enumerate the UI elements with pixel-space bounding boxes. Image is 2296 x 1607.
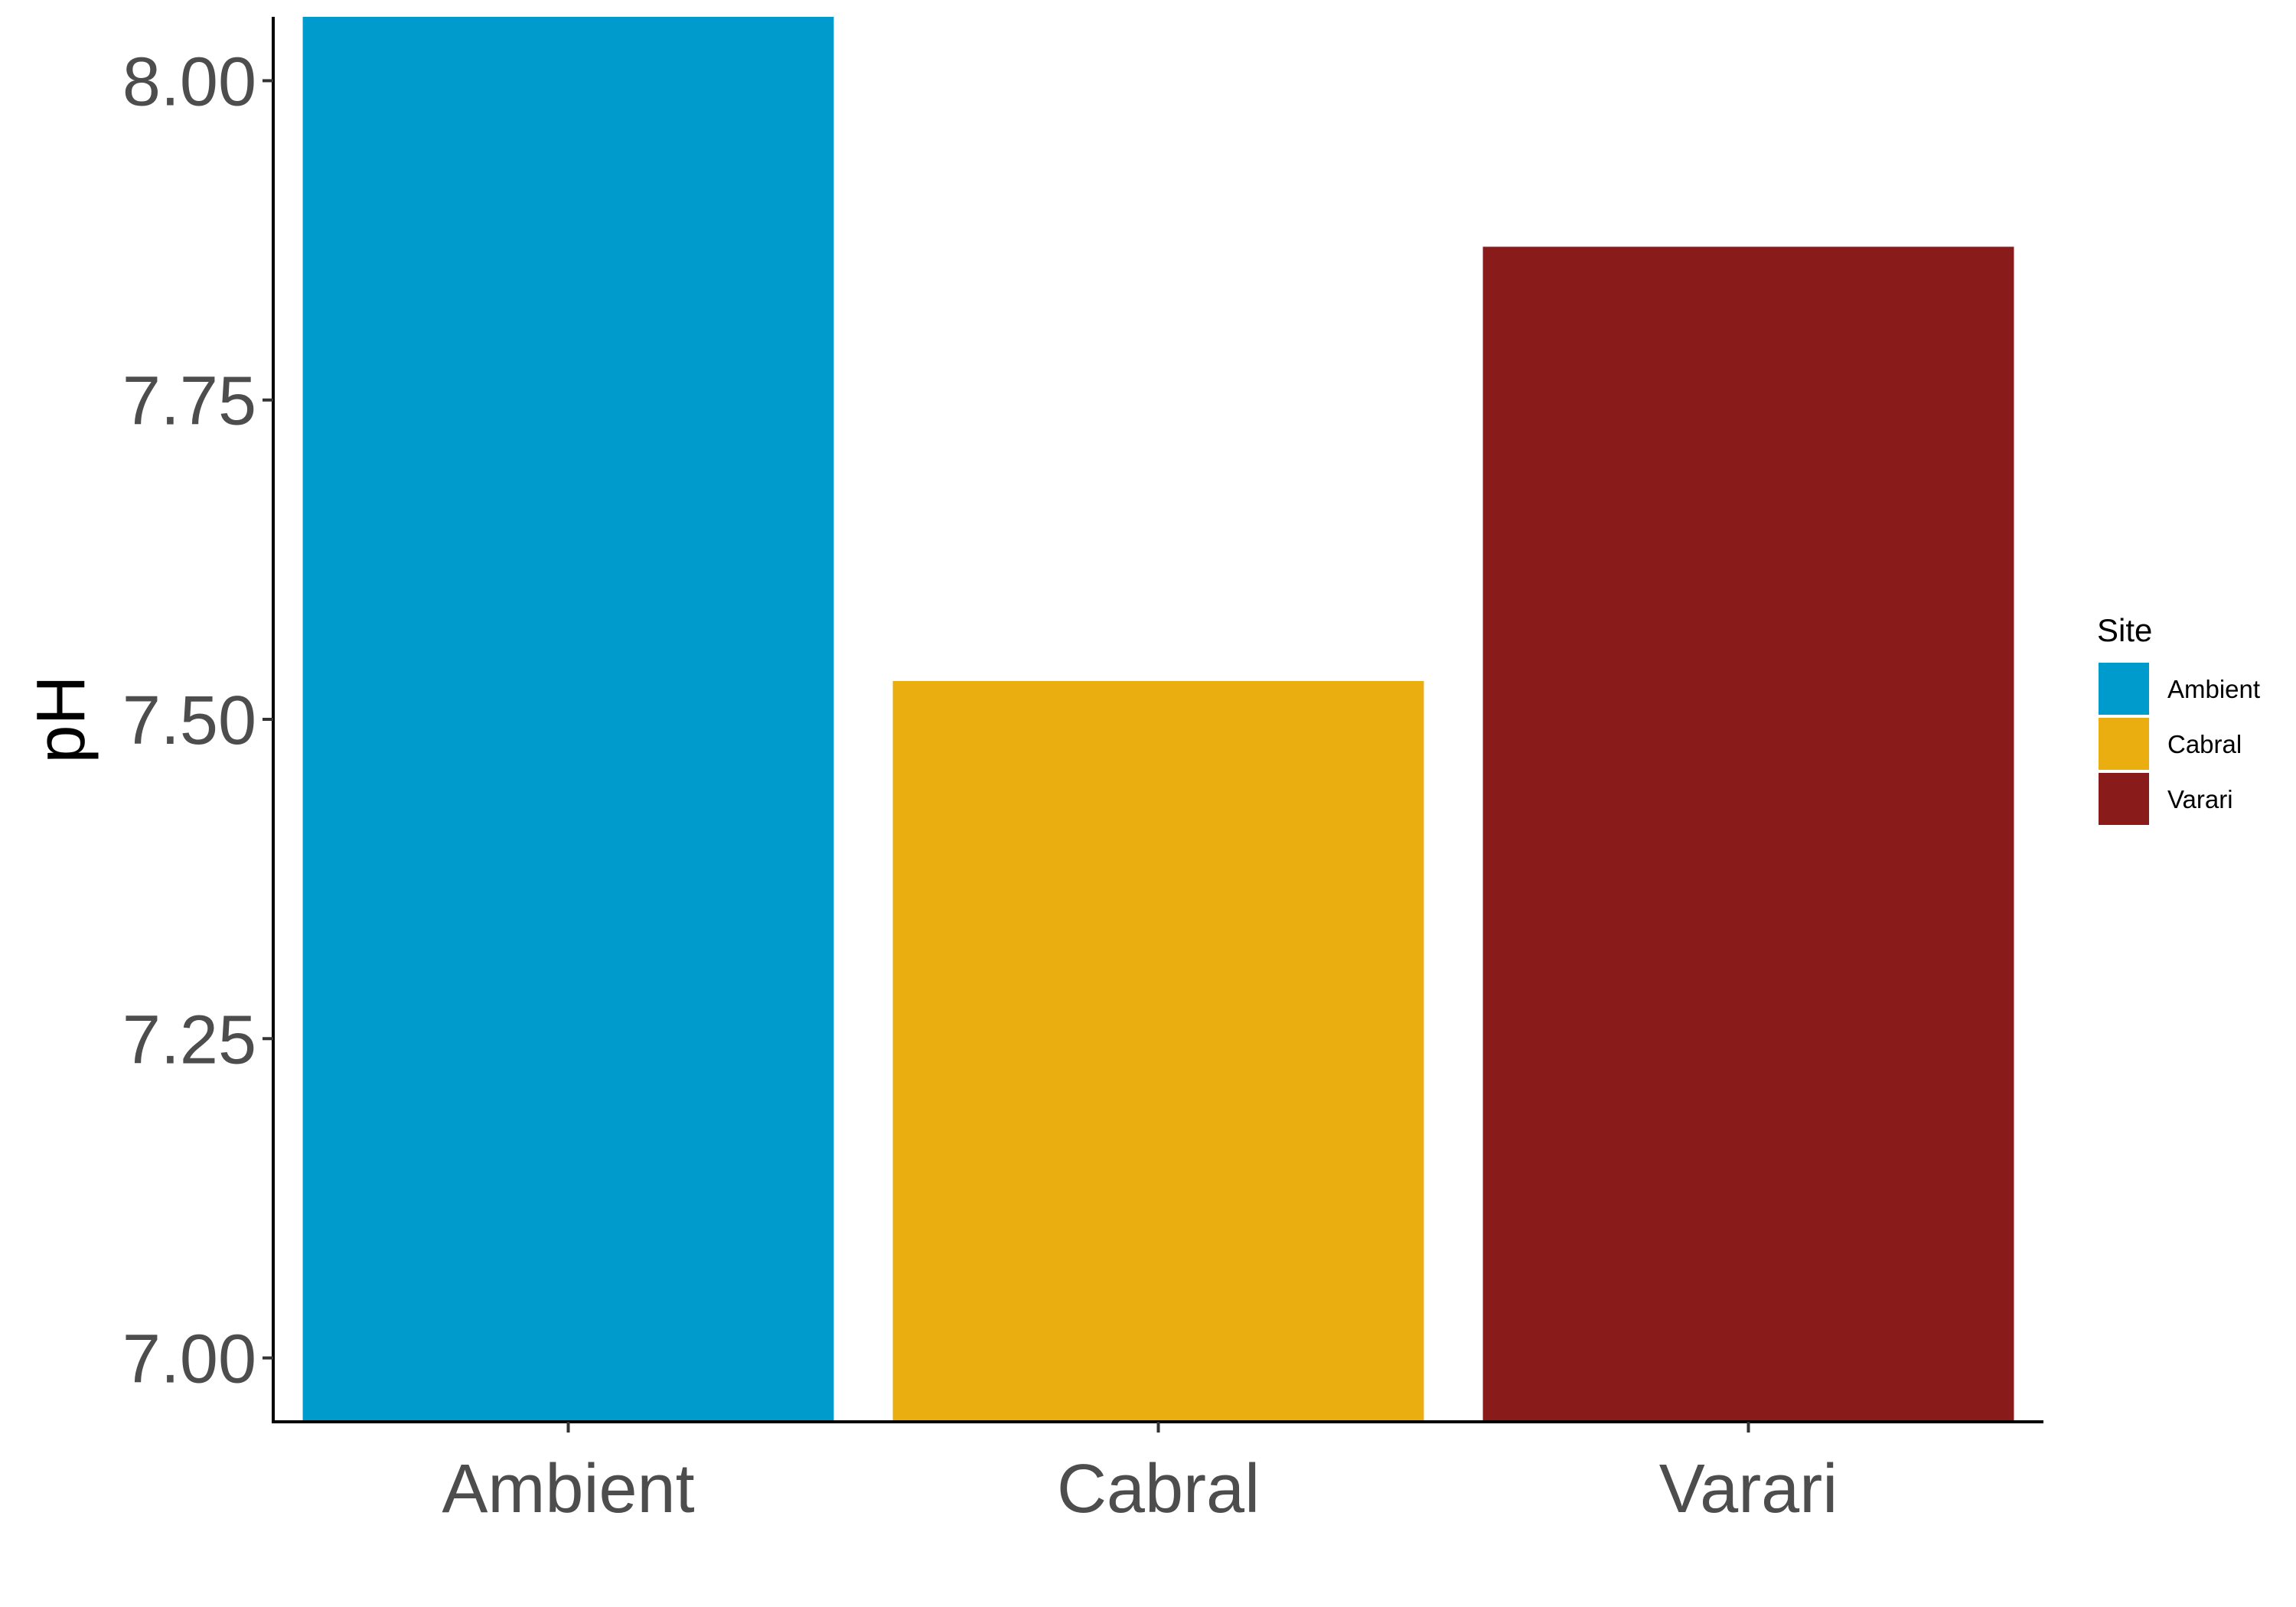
y-tick-label: 7.25: [122, 1002, 256, 1078]
legend-label: Cabral: [2167, 730, 2242, 758]
legend-key-varari: [2099, 773, 2149, 825]
bar-ambient: [302, 17, 834, 1422]
y-tick-label: 7.50: [122, 683, 256, 759]
x-tick-label: Cabral: [1057, 1451, 1260, 1527]
x-ticks-group: Ambient Cabral Varari: [442, 1422, 1838, 1527]
legend-key-ambient: [2099, 663, 2149, 715]
y-tick-label: 8.00: [122, 44, 256, 120]
legend: Site Ambient Cabral Varari: [2097, 612, 2260, 825]
bars-group: [302, 17, 2014, 1422]
legend-label: Varari: [2167, 785, 2233, 813]
legend-label: Ambient: [2167, 675, 2260, 703]
bar-cabral: [892, 680, 1424, 1422]
bar-varari: [1482, 246, 2014, 1422]
legend-items: Ambient Cabral Varari: [2099, 663, 2260, 825]
legend-title: Site: [2097, 612, 2152, 648]
x-tick-label: Varari: [1659, 1451, 1838, 1527]
legend-key-cabral: [2099, 718, 2149, 770]
y-tick-label: 7.75: [122, 363, 256, 440]
x-tick-label: Ambient: [442, 1451, 694, 1527]
y-tick-label: 7.00: [122, 1322, 256, 1398]
y-ticks-group: 7.00 7.25 7.50 7.75 8.00: [122, 44, 273, 1398]
y-axis-title: pH: [23, 675, 99, 763]
